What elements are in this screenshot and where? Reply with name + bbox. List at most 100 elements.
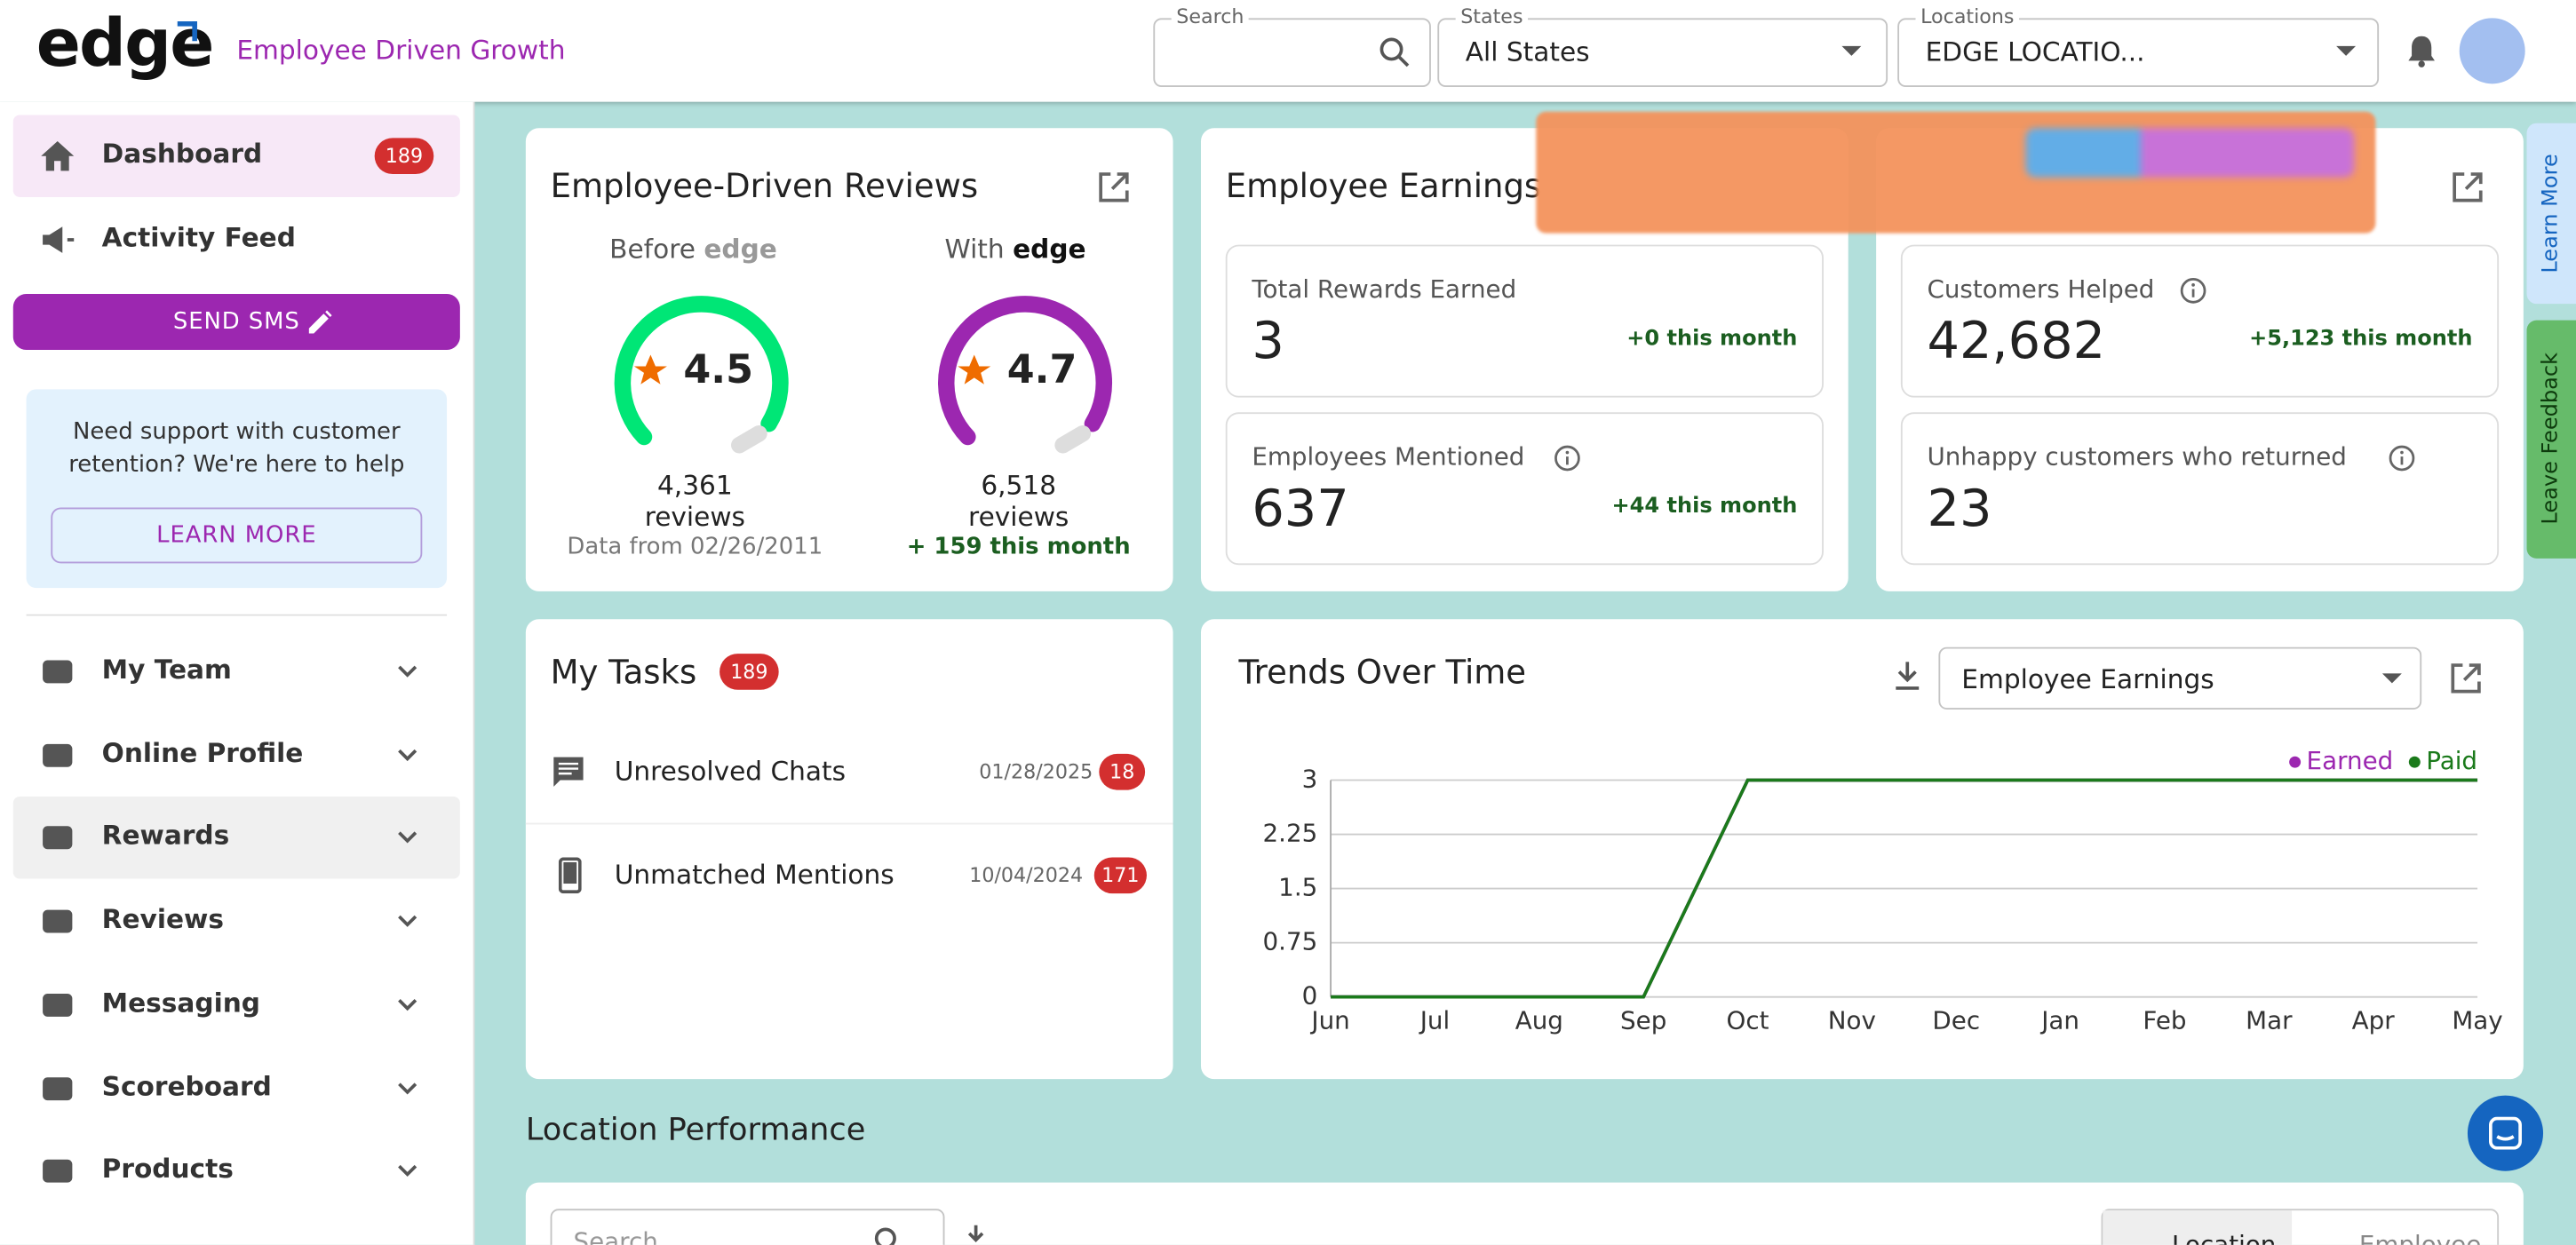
legend-label: Earned bbox=[2307, 746, 2394, 775]
x-tick-label: Oct bbox=[1727, 1005, 1769, 1035]
stat-box: Unhappy customers who returned 23 bbox=[1900, 412, 2500, 566]
menu-dashboard[interactable]: Dashboard 189 bbox=[12, 115, 460, 197]
chevron bbox=[398, 832, 417, 845]
section-title: Location Performance bbox=[525, 1112, 866, 1148]
location-search[interactable]: Search bbox=[550, 1209, 945, 1245]
search-label: Search bbox=[1171, 4, 1250, 28]
open-icon[interactable] bbox=[2451, 170, 2484, 203]
learn-more-button[interactable]: LEARN MORE bbox=[51, 507, 423, 564]
stat-box: Total Rewards Earned 3 +0 this month bbox=[1225, 244, 1824, 398]
menu-item[interactable]: Products bbox=[13, 1130, 460, 1212]
task-row[interactable]: Unmatched Mentions 10/04/2024 171 bbox=[526, 826, 1173, 924]
trends-card: Trends Over Time Employee Earnings bbox=[1200, 619, 2524, 1080]
send-sms-button[interactable]: SEND SMS bbox=[12, 294, 460, 350]
menu-label: Online Profile bbox=[101, 736, 304, 768]
x-tick-label: Sep bbox=[1620, 1005, 1666, 1035]
menu-label: Messaging bbox=[101, 987, 260, 1019]
y-tick-label: 1.5 bbox=[1278, 873, 1317, 902]
data-from: Data from 02/26/2011 bbox=[567, 534, 823, 560]
stat-delta: +5,123 this month bbox=[2249, 327, 2473, 352]
task-date: 01/28/2025 bbox=[979, 760, 1093, 784]
gauge-with bbox=[938, 296, 1113, 454]
open-icon[interactable] bbox=[1097, 170, 1130, 203]
legend-label: Paid bbox=[2426, 746, 2477, 775]
x-tick-label: Jan bbox=[2039, 1005, 2079, 1035]
sidebar: Dashboard 189 Activity Feed SEND SMS Nee… bbox=[0, 101, 475, 1245]
menu-item[interactable]: Online Profile bbox=[13, 714, 460, 796]
info-icon[interactable] bbox=[1554, 445, 1581, 472]
menu-item[interactable]: Messaging bbox=[13, 963, 460, 1045]
search-icon bbox=[874, 1227, 896, 1245]
menu-activity[interactable]: Activity Feed bbox=[13, 199, 460, 281]
blurred-overlay bbox=[1536, 111, 2376, 234]
chat-icon bbox=[2488, 1116, 2522, 1150]
stat-value: 3 bbox=[1252, 312, 1284, 371]
download-icon[interactable] bbox=[963, 1224, 990, 1245]
y-tick-label: 0 bbox=[1302, 981, 1318, 1011]
learn-more-tab[interactable]: Learn More bbox=[2526, 123, 2576, 305]
legend-marker bbox=[2408, 756, 2421, 768]
bell-icon[interactable] bbox=[2405, 33, 2438, 69]
x-tick-label: Dec bbox=[1932, 1005, 1980, 1035]
x-tick-label: May bbox=[2452, 1005, 2502, 1035]
chevron bbox=[398, 998, 417, 1011]
menu-label: Activity Feed bbox=[101, 221, 296, 253]
menu-icon bbox=[43, 909, 73, 933]
stat-label: Employees Mentioned bbox=[1252, 441, 1525, 472]
menu-icon bbox=[43, 993, 73, 1017]
review-count: 6,518 reviews bbox=[968, 469, 1069, 533]
logo-small: edge bbox=[704, 233, 777, 265]
search-field[interactable]: Search bbox=[1153, 4, 1431, 88]
card-title: Employee Earnings bbox=[1225, 165, 1542, 206]
header: edge Employee Driven Growth Search State… bbox=[0, 0, 2576, 102]
search-icon bbox=[1379, 37, 1410, 67]
tasks-card: My Tasks 189 Unresolved Chats 01/28/2025… bbox=[525, 619, 1173, 1080]
states-select[interactable]: States All States bbox=[1437, 4, 1888, 88]
toggle-label: Location bbox=[2172, 1230, 2276, 1245]
info-icon[interactable] bbox=[2180, 278, 2206, 305]
home-icon bbox=[41, 141, 75, 171]
menu-item[interactable]: Reviews bbox=[13, 881, 460, 963]
menu-label: Reviews bbox=[101, 903, 224, 935]
chevron bbox=[398, 1165, 417, 1178]
task-label: Unresolved Chats bbox=[614, 755, 847, 787]
metric-select[interactable]: Employee Earnings bbox=[1938, 646, 2422, 710]
feedback-tab[interactable]: Leave Feedback bbox=[2526, 320, 2576, 559]
view-toggle: Location Employee bbox=[2101, 1209, 2500, 1245]
logo[interactable]: edge bbox=[36, 6, 215, 83]
tagline: Employee Driven Growth bbox=[236, 34, 566, 66]
stat-box: Employees Mentioned 637 +44 this month bbox=[1225, 412, 1824, 566]
toggle-location[interactable]: Location bbox=[2103, 1210, 2293, 1245]
avatar[interactable] bbox=[2459, 18, 2525, 84]
task-row[interactable]: Unresolved Chats 01/28/2025 18 bbox=[525, 721, 1173, 825]
locations-select[interactable]: Locations EDGE LOCATIO... bbox=[1897, 4, 2380, 88]
menu-item[interactable]: Rewards bbox=[12, 797, 460, 880]
chat-launcher[interactable] bbox=[2467, 1095, 2544, 1171]
menu-item[interactable]: My Team bbox=[13, 630, 460, 712]
badge: 171 bbox=[1093, 857, 1147, 894]
locations-label: Locations bbox=[1915, 4, 2020, 28]
x-tick-label: Jun bbox=[1309, 1005, 1349, 1035]
menu-item[interactable]: Scoreboard bbox=[13, 1047, 460, 1129]
download-icon[interactable] bbox=[1893, 660, 1922, 693]
menu-icon bbox=[43, 1076, 73, 1100]
blurred-buttons bbox=[2025, 128, 2355, 178]
x-tick-label: Apr bbox=[2352, 1005, 2396, 1035]
dropdown-arrow bbox=[2381, 673, 2402, 684]
select-value: Employee Earnings bbox=[1961, 663, 2214, 695]
dropdown-arrow bbox=[1841, 45, 1862, 56]
support-box: Need support with customer retention? We… bbox=[26, 389, 448, 589]
logo-mark bbox=[177, 21, 197, 42]
menu-label: Scoreboard bbox=[101, 1069, 272, 1102]
y-tick-label: 0.75 bbox=[1263, 927, 1318, 956]
x-tick-label: Aug bbox=[1515, 1005, 1563, 1035]
menu-label: My Team bbox=[101, 654, 232, 686]
label: Before bbox=[609, 233, 696, 265]
rating: 4.7 bbox=[1006, 346, 1077, 393]
open-icon[interactable] bbox=[2450, 662, 2483, 694]
toggle-employee[interactable]: Employee bbox=[2294, 1210, 2497, 1245]
info-icon[interactable] bbox=[2389, 445, 2415, 472]
menu-icon bbox=[43, 1160, 73, 1183]
stat-label: Customers Helped bbox=[1927, 274, 2155, 305]
